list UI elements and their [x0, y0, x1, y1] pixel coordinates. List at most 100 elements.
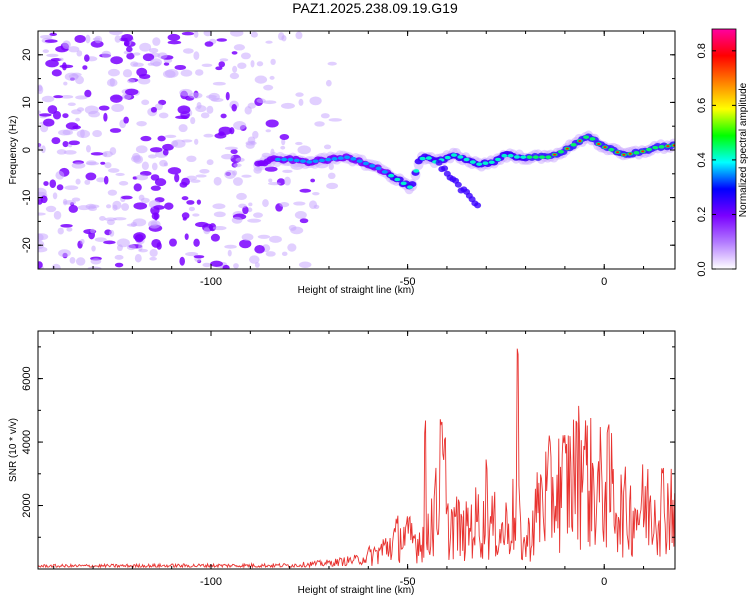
noise-blob	[267, 182, 281, 186]
noise-blob	[233, 44, 246, 51]
noise-blob	[174, 173, 180, 183]
colorbar-label: Normalized spectral amplitude	[738, 82, 749, 217]
noise-blob	[212, 226, 227, 231]
spectrogram-ylabel: Frequency (Hz)	[8, 116, 19, 185]
noise-blob	[84, 54, 90, 62]
ridge-core	[469, 160, 476, 164]
noise-blob	[250, 31, 258, 38]
noise-blob	[256, 98, 266, 104]
ridge-core	[658, 145, 665, 149]
noise-blob	[177, 105, 191, 115]
noise-blob	[199, 169, 210, 174]
noise-blob	[111, 103, 125, 113]
noise-blob	[42, 49, 49, 54]
noise-blob	[88, 110, 100, 118]
ridge-core	[444, 155, 451, 160]
noise-blob	[90, 258, 102, 265]
ridge-core	[400, 181, 407, 186]
noise-blob	[203, 31, 212, 37]
noise-blob	[193, 255, 205, 259]
noise-blob	[222, 264, 230, 269]
noise-blob	[190, 116, 196, 125]
noise-blob	[133, 202, 148, 210]
noise-blob	[62, 129, 74, 136]
noise-blob	[219, 58, 229, 62]
colorbar-tick-label: 0.6	[696, 98, 708, 113]
noise-blob	[194, 138, 199, 145]
noise-blob	[283, 176, 291, 186]
noise-blob	[71, 197, 81, 202]
noise-blob	[157, 135, 166, 142]
noise-blob	[225, 91, 230, 101]
noise-blob	[167, 33, 181, 41]
ridge-peak	[622, 153, 626, 156]
noise-blob	[269, 75, 275, 80]
noise-blob	[298, 261, 312, 269]
noise-blob	[126, 52, 135, 60]
noise-blob	[75, 95, 88, 100]
ridge-core	[350, 157, 357, 161]
noise-blob	[136, 120, 147, 127]
ridge-peak	[565, 147, 569, 150]
noise-blob	[139, 42, 152, 52]
noise-blob	[87, 266, 102, 269]
noise-blob	[49, 32, 58, 37]
noise-blob	[90, 228, 96, 234]
noise-blob	[299, 188, 312, 193]
ridge-core	[325, 157, 332, 162]
noise-blob	[130, 155, 142, 163]
noise-blob	[158, 112, 169, 119]
noise-blob	[63, 150, 77, 155]
ridge-core	[463, 157, 470, 162]
ridge-core	[570, 142, 577, 147]
noise-blob	[201, 63, 213, 68]
noise-blob	[64, 72, 79, 81]
noise-blob	[43, 118, 55, 127]
noise-blob	[85, 145, 91, 153]
noise-blob	[232, 177, 243, 186]
noise-blob	[148, 47, 159, 53]
noise-blob	[49, 179, 57, 189]
y-tick-label: -10	[21, 190, 33, 206]
noise-blob	[202, 262, 212, 268]
ridge-core	[406, 185, 413, 189]
ridge-core	[281, 157, 288, 162]
noise-blob	[193, 238, 200, 247]
ridge-core	[287, 157, 294, 162]
noise-blob	[82, 65, 88, 70]
noise-blob	[290, 226, 304, 235]
noise-blob	[62, 140, 69, 148]
noise-blob	[52, 111, 62, 120]
noise-blob	[134, 234, 144, 243]
noise-blob	[178, 124, 188, 133]
noise-blob	[38, 261, 43, 269]
noise-blob	[122, 69, 133, 78]
noise-blob	[142, 53, 155, 62]
colorbar-tick-label: 0.2	[696, 207, 708, 222]
noise-blob	[309, 96, 322, 106]
noise-blob	[38, 246, 48, 253]
noise-blob	[149, 147, 163, 153]
noise-blob	[103, 240, 116, 245]
noise-blob	[60, 223, 73, 228]
noise-blob	[126, 46, 133, 53]
noise-blob	[71, 162, 86, 169]
noise-blob	[185, 252, 199, 257]
noise-blob	[150, 58, 163, 67]
ridge-core	[545, 155, 552, 159]
noise-blob	[265, 40, 273, 44]
noise-blob	[134, 253, 142, 263]
noise-blob	[328, 118, 342, 122]
noise-blob	[138, 248, 148, 253]
noise-blob	[85, 34, 91, 44]
noise-blob	[293, 201, 306, 206]
noise-blob	[325, 79, 332, 87]
ridge-branch	[454, 181, 462, 188]
noise-blob	[241, 233, 254, 241]
noise-blob	[295, 141, 303, 146]
noise-blob	[167, 40, 182, 45]
noise-blob	[107, 168, 120, 173]
noise-blob	[109, 77, 115, 87]
noise-blob	[59, 57, 64, 61]
noise-blob	[58, 249, 71, 258]
